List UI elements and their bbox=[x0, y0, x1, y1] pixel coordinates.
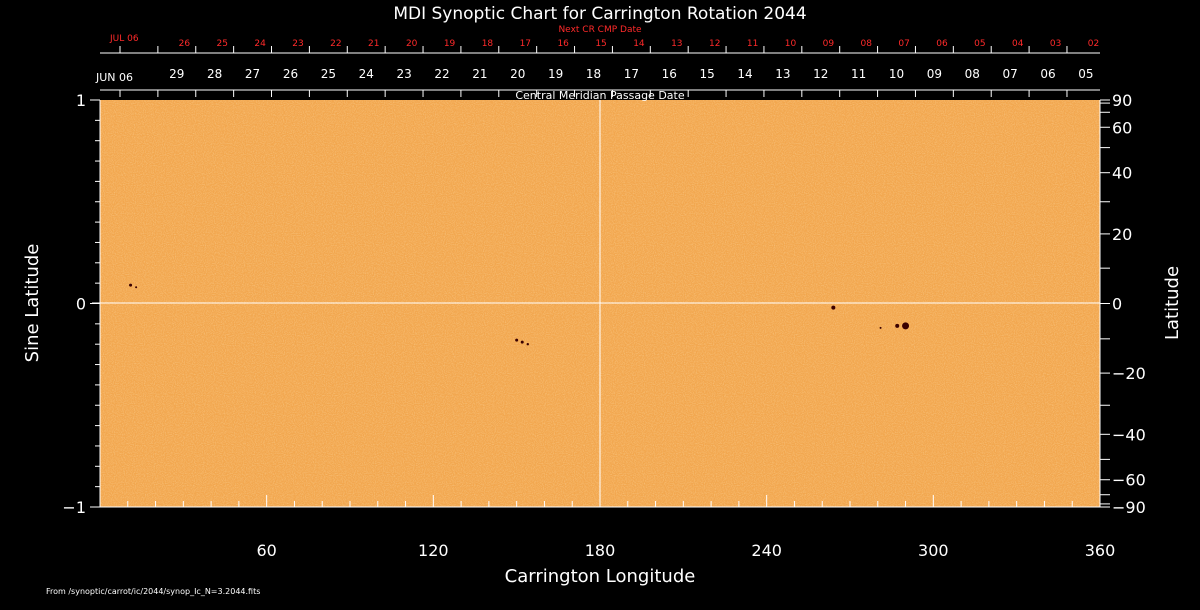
sunspot-mark bbox=[831, 305, 836, 310]
cmp-date-label: 14 bbox=[737, 67, 752, 81]
x-tick-label: 60 bbox=[256, 541, 276, 560]
next-date-label: 21 bbox=[368, 39, 379, 49]
chart-title: MDI Synoptic Chart for Carrington Rotati… bbox=[393, 4, 806, 24]
y-axis-title: Sine Latitude bbox=[22, 244, 43, 363]
x-tick-label: 180 bbox=[585, 541, 616, 560]
next-date-label: 02 bbox=[1088, 39, 1099, 49]
next-date-label: 22 bbox=[330, 39, 341, 49]
top-axis-label: Central Meridian Passage Date bbox=[515, 89, 684, 102]
cmp-date-label: 22 bbox=[434, 67, 449, 81]
sunspot-mark bbox=[895, 323, 900, 328]
cmp-date-axis: 29 28 27 26 25 24 23 22 21 20 19 18 17 16 15 14 13 12 11 10… bbox=[119, 67, 1094, 97]
cmp-date-label: 11 bbox=[851, 67, 866, 81]
x-tick-label: 300 bbox=[918, 541, 949, 560]
sunspot-mark bbox=[515, 338, 519, 342]
cmp-date-label: 28 bbox=[207, 67, 222, 81]
footer-source: From /synoptic/carrot/ic/2044/synop_Ic_N… bbox=[46, 587, 260, 596]
next-start-label: JUL 06 bbox=[109, 34, 139, 44]
latitude-tick-label: 20 bbox=[1112, 225, 1132, 244]
x-tick-label: 120 bbox=[418, 541, 449, 560]
latitude-axis-title: Latitude bbox=[1162, 266, 1183, 340]
cmp-date-label: 10 bbox=[889, 67, 904, 81]
y-tick-label: 0 bbox=[76, 295, 86, 314]
next-date-label: 17 bbox=[520, 39, 531, 49]
cmp-date-label: 29 bbox=[169, 67, 184, 81]
next-date-label: 11 bbox=[747, 39, 758, 49]
cmp-date-label: 24 bbox=[359, 67, 374, 81]
latitude-tick-label: 90 bbox=[1112, 91, 1132, 110]
next-date-label: 04 bbox=[1012, 39, 1024, 49]
latitude-tick-label: −20 bbox=[1112, 364, 1146, 383]
next-date-label: 07 bbox=[898, 39, 909, 49]
next-date-label: 23 bbox=[292, 39, 303, 49]
cmp-date-label: 25 bbox=[321, 67, 336, 81]
latitude-tick-label: 40 bbox=[1112, 164, 1132, 183]
next-date-label: 14 bbox=[633, 39, 645, 49]
y-tick-label: 1 bbox=[76, 91, 86, 110]
cmp-date-label: 18 bbox=[586, 67, 601, 81]
cmp-date-label: 07 bbox=[1003, 67, 1018, 81]
latitude-tick-label: 0 bbox=[1112, 295, 1122, 314]
cmp-date-label: 21 bbox=[472, 67, 487, 81]
latitude-tick-label: −60 bbox=[1112, 471, 1146, 490]
cmp-date-label: 23 bbox=[396, 67, 411, 81]
x-tick-label: 240 bbox=[751, 541, 782, 560]
sunspot-mark bbox=[879, 326, 882, 329]
x-axis-title: Carrington Longitude bbox=[505, 566, 696, 587]
cmp-date-label: 17 bbox=[624, 67, 639, 81]
next-date-label: 15 bbox=[595, 39, 606, 49]
cmp-date-label: 13 bbox=[775, 67, 790, 81]
next-axis-label: Next CR CMP Date bbox=[558, 25, 642, 35]
sunspot-mark bbox=[135, 286, 138, 289]
next-date-label: 03 bbox=[1050, 39, 1061, 49]
x-axis-ticks: 60 120 180 240 300 360 bbox=[127, 495, 1116, 560]
next-date-label: 20 bbox=[406, 39, 418, 49]
cmp-date-label: 26 bbox=[283, 67, 298, 81]
sunspot-features bbox=[129, 283, 910, 346]
cmp-date-label: 15 bbox=[699, 67, 714, 81]
cmp-start-label: JUN 06 bbox=[95, 71, 133, 84]
cmp-date-label: 06 bbox=[1040, 67, 1055, 81]
next-date-label: 12 bbox=[709, 39, 720, 49]
latitude-axis-ticks: 90 60 40 20 0 −20 −40 −60 −90 bbox=[1100, 91, 1146, 517]
next-date-label: 05 bbox=[974, 39, 985, 49]
next-date-label: 19 bbox=[444, 39, 456, 49]
y-tick-label: −1 bbox=[62, 498, 86, 517]
sunspot-mark bbox=[129, 283, 133, 287]
latitude-tick-label: −90 bbox=[1112, 498, 1146, 517]
cmp-date-label: 16 bbox=[662, 67, 677, 81]
next-date-label: 24 bbox=[254, 39, 266, 49]
next-date-label: 26 bbox=[179, 39, 191, 49]
cmp-date-label: 08 bbox=[965, 67, 980, 81]
cmp-date-label: 05 bbox=[1078, 67, 1093, 81]
next-date-label: 13 bbox=[671, 39, 682, 49]
next-date-label: 09 bbox=[823, 39, 835, 49]
next-date-label: 08 bbox=[860, 39, 872, 49]
cmp-date-label: 09 bbox=[927, 67, 942, 81]
cmp-date-label: 27 bbox=[245, 67, 260, 81]
y-axis-ticks: 1 0 −1 bbox=[62, 91, 100, 517]
cmp-date-label: 20 bbox=[510, 67, 525, 81]
next-date-label: 06 bbox=[936, 39, 948, 49]
cmp-date-label: 19 bbox=[548, 67, 563, 81]
sunspot-mark bbox=[526, 343, 529, 346]
next-date-label: 18 bbox=[482, 39, 494, 49]
sunspot-mark bbox=[902, 322, 910, 330]
next-date-label: 10 bbox=[785, 39, 797, 49]
latitude-tick-label: 60 bbox=[1112, 118, 1132, 137]
next-date-label: 16 bbox=[557, 39, 569, 49]
x-tick-label: 360 bbox=[1085, 541, 1116, 560]
latitude-tick-label: −40 bbox=[1112, 425, 1146, 444]
sunspot-mark bbox=[520, 340, 524, 344]
cmp-date-label: 12 bbox=[813, 67, 828, 81]
next-date-label: 25 bbox=[217, 39, 228, 49]
next-cmp-date-axis: 26 25 24 23 22 21 20 19 18 17 16 15 14 13 12 11 10 09 08 07… bbox=[119, 39, 1099, 53]
